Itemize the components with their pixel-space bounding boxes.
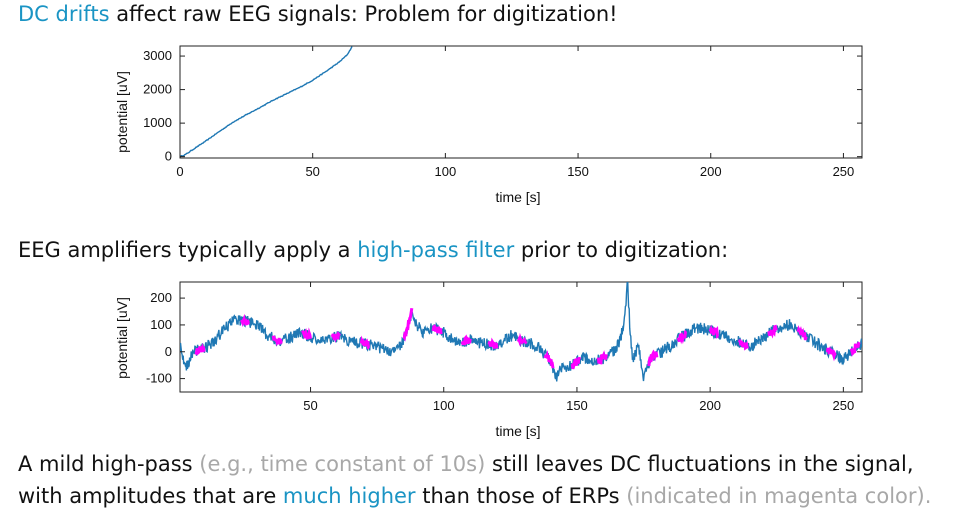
erp-segment xyxy=(330,331,341,343)
erp-segment xyxy=(487,337,499,349)
x-tick-label: 150 xyxy=(566,398,588,413)
erp-segment xyxy=(676,329,688,345)
chart1-y-axis-label: potential [uV] xyxy=(114,71,130,153)
chart1-x-axis-label: time [s] xyxy=(495,189,540,205)
eeg-trace-line xyxy=(180,282,862,382)
x-tick-label: 250 xyxy=(833,164,855,179)
x-tick-label: 50 xyxy=(305,164,319,179)
erp-segment xyxy=(796,325,808,341)
erp-segment xyxy=(825,346,837,362)
x-tick-label: 100 xyxy=(433,398,455,413)
heading-high-pass-part1: EEG amplifiers typically apply a xyxy=(18,238,358,262)
x-tick-label: 100 xyxy=(435,164,457,179)
erp-segment xyxy=(708,324,719,339)
chart2-x-axis-label: time [s] xyxy=(495,423,540,439)
erp-segment xyxy=(460,334,472,346)
erp-segment xyxy=(240,313,250,327)
heading-dc-drifts-highlight: DC drifts xyxy=(18,2,110,26)
x-tick-label: 150 xyxy=(567,164,589,179)
y-tick-label: 200 xyxy=(150,290,172,305)
y-tick-label: 100 xyxy=(150,317,172,332)
erp-segment xyxy=(543,350,555,369)
heading-dc-drifts-rest: affect raw EEG signals: Problem for digi… xyxy=(109,2,618,26)
erp-segment xyxy=(194,343,206,356)
paragraph-line-2-highlight: much higher xyxy=(282,484,416,508)
high-pass-filtered-chart: 50 100 150 200 250 -100 0 100 200 time [s] poten… xyxy=(114,281,863,439)
x-tick-label: 200 xyxy=(700,164,722,179)
heading-high-pass-part3: prior to digitization: xyxy=(514,238,729,262)
paragraph-line-2-part3: than those of ERPs xyxy=(415,484,627,508)
y-tick-label: 1000 xyxy=(143,115,172,130)
paragraph-line-1-note: (e.g., time constant of 10s) xyxy=(199,452,486,476)
paragraph-line-1-part3: still leaves DC fluctuations in the sign… xyxy=(485,452,914,476)
erp-segment xyxy=(359,335,370,350)
eeg-trace-line xyxy=(180,46,353,158)
erp-segment xyxy=(570,356,581,370)
y-tick-label: 0 xyxy=(165,149,172,164)
paragraph-line-1-part1: A mild high-pass xyxy=(18,452,200,476)
paragraph-line-2-part1: with amplitudes that are xyxy=(18,484,283,508)
y-tick-label: 2000 xyxy=(143,82,172,97)
chart2-y-axis-label: potential [uV] xyxy=(114,297,130,379)
erp-segment xyxy=(647,349,659,367)
paragraph-line-1: A mild high-pass (e.g., time constant of… xyxy=(18,452,914,476)
x-tick-label: 250 xyxy=(833,398,855,413)
dc-drift-chart: 0 50 100 150 200 250 0 1000 2000 3000 time [s] po… xyxy=(114,45,863,205)
erp-segment xyxy=(767,324,778,339)
y-tick-label: 0 xyxy=(165,344,172,359)
y-tick-label: -100 xyxy=(146,371,172,386)
paragraph-line-2-note: (indicated in magenta color). xyxy=(626,484,932,508)
x-tick-label: 0 xyxy=(176,164,183,179)
erp-segment xyxy=(402,307,414,342)
chart1-frame xyxy=(179,45,863,159)
heading-dc-drifts: DC drifts affect raw EEG signals: Proble… xyxy=(18,2,618,26)
erp-segment xyxy=(849,341,861,357)
erp-segment xyxy=(271,334,283,347)
chart2-frame xyxy=(179,281,863,393)
paragraph-line-2: with amplitudes that are much higher tha… xyxy=(18,484,931,508)
x-tick-label: 200 xyxy=(699,398,721,413)
heading-high-pass-highlight: high-pass filter xyxy=(357,238,515,262)
erp-segment xyxy=(596,350,608,365)
erp-segment xyxy=(431,324,443,335)
y-tick-label: 3000 xyxy=(143,48,172,63)
erp-segment xyxy=(516,332,528,347)
erp-segment xyxy=(301,327,312,340)
heading-high-pass: EEG amplifiers typically apply a high-pa… xyxy=(18,238,728,262)
x-tick-label: 50 xyxy=(303,398,317,413)
erp-segment xyxy=(738,339,749,351)
